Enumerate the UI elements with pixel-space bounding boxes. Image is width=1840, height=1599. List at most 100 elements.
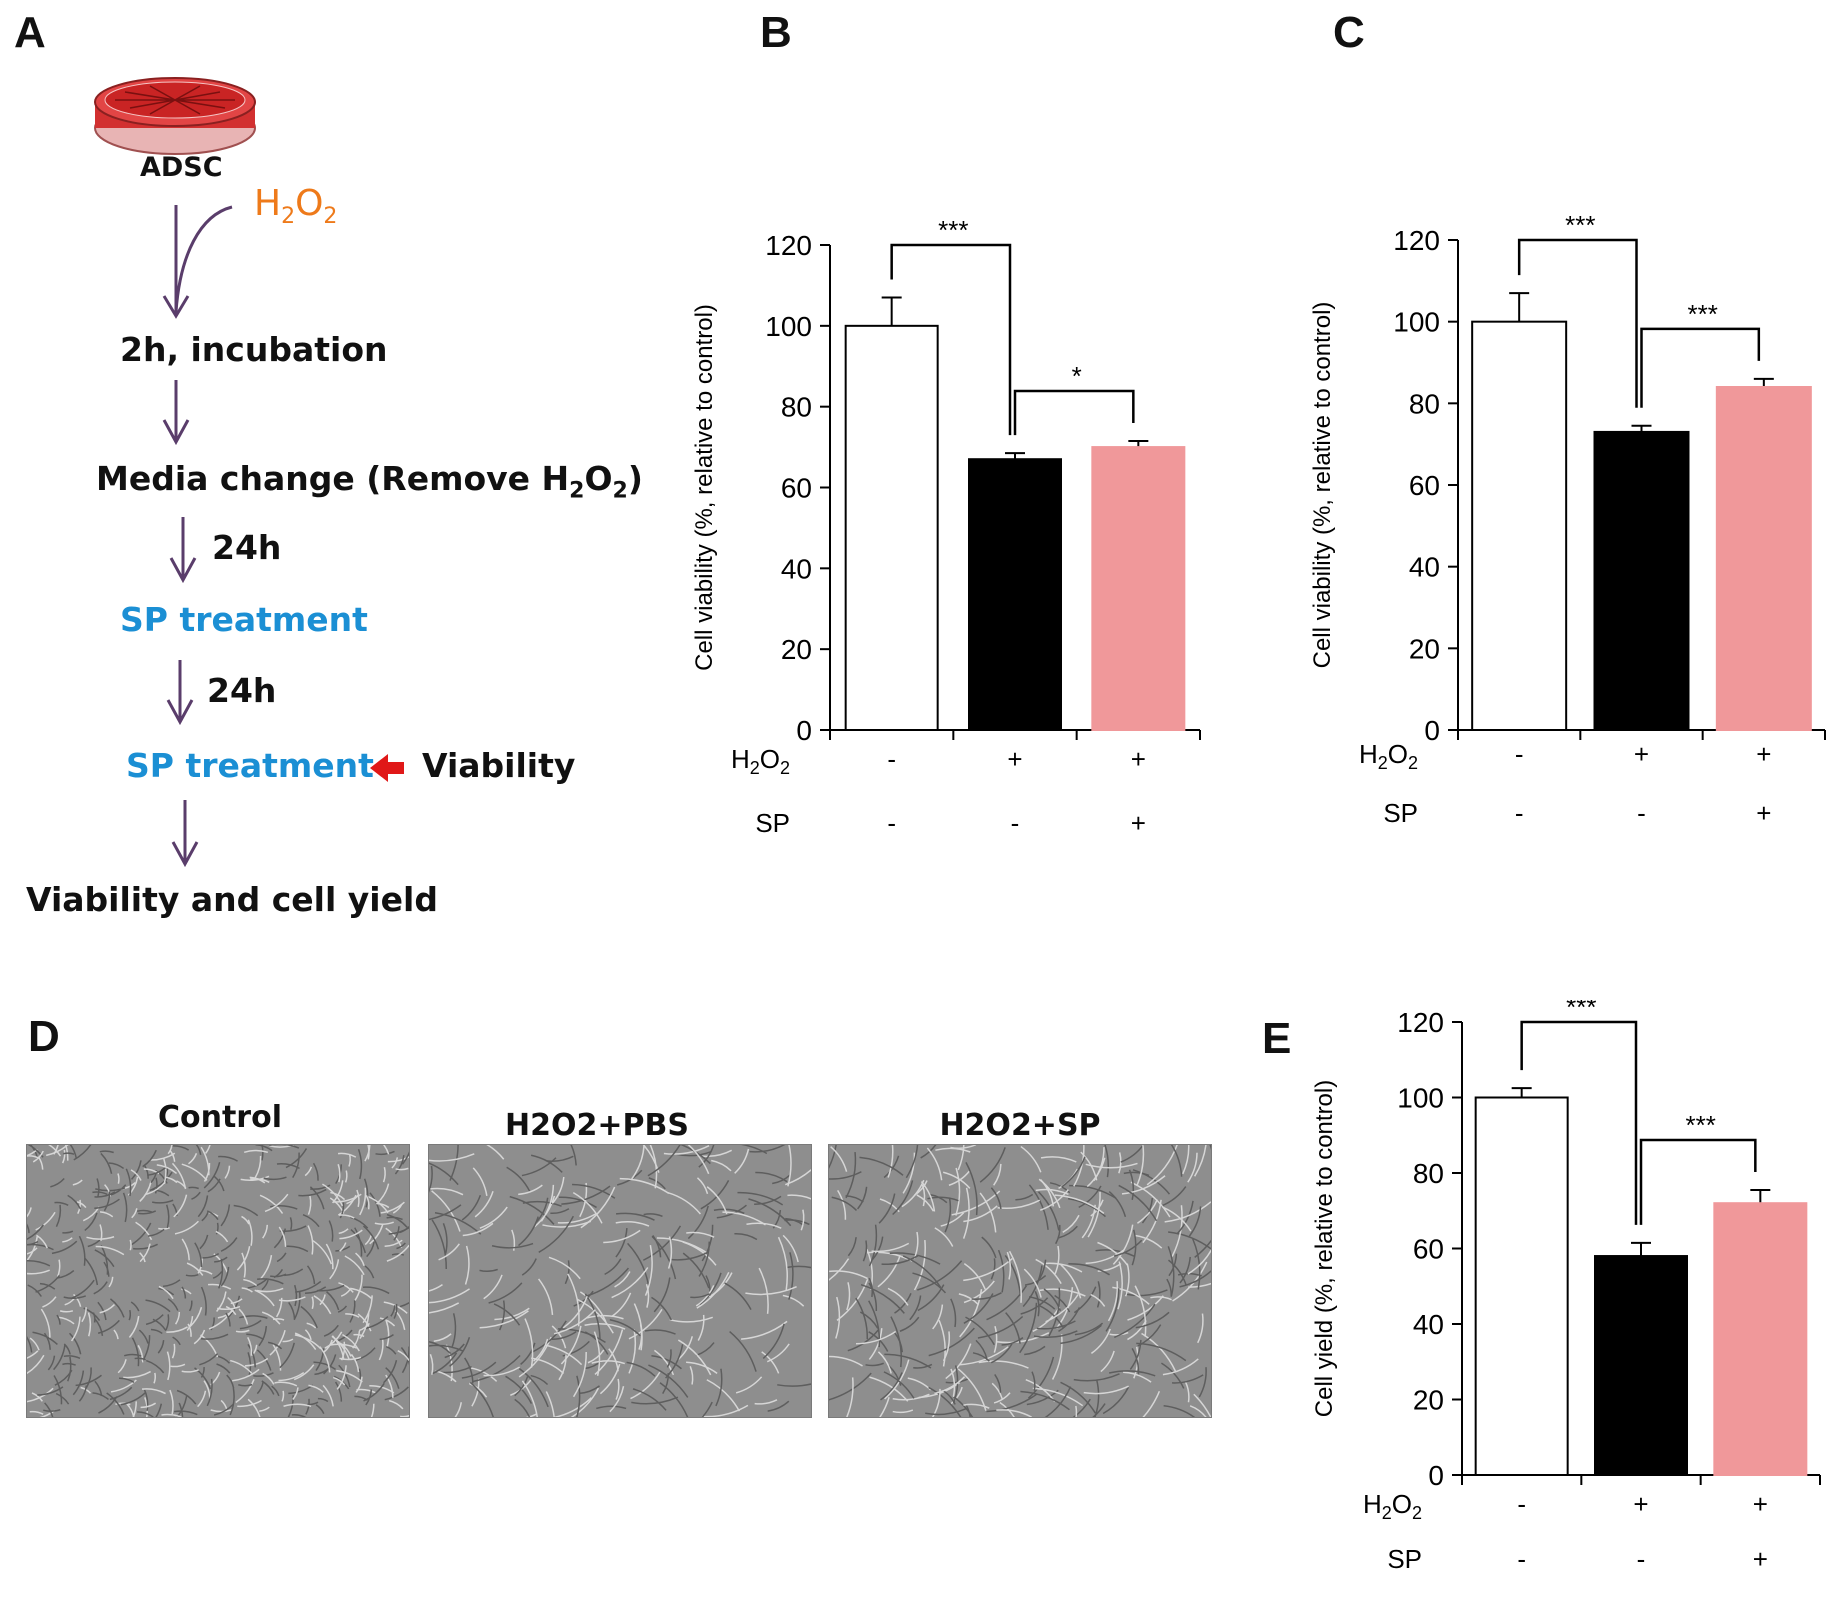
cell-shape [676, 1150, 712, 1157]
cell-shape [336, 1369, 363, 1383]
cell-shape [1123, 1171, 1150, 1177]
cell-shape [1085, 1249, 1125, 1265]
cell-shape [1033, 1330, 1078, 1338]
cell-shape [337, 1164, 341, 1183]
y-tick-label: 80 [1413, 1158, 1444, 1189]
cell-shape [1061, 1156, 1086, 1188]
cell-shape [701, 1404, 749, 1417]
cell-shape [787, 1194, 811, 1200]
cell-shape [278, 1371, 305, 1382]
adsc-label: ADSC [140, 152, 223, 183]
y-tick-label: 100 [765, 311, 812, 342]
cell-shape [336, 1365, 347, 1390]
cell-shape [518, 1184, 543, 1196]
cell-shape [1123, 1371, 1152, 1383]
cell-shape [1073, 1286, 1097, 1314]
cell-shape [57, 1269, 75, 1279]
cell-shape [385, 1320, 390, 1347]
cell-shape [243, 1149, 269, 1154]
red-arrow-icon [370, 754, 404, 782]
cell-shape [451, 1313, 457, 1347]
cell-shape [905, 1145, 919, 1179]
cell-shape [63, 1343, 71, 1355]
cell-shape [241, 1215, 250, 1225]
cell-shape [92, 1191, 108, 1196]
panel-label-e: E [1262, 1014, 1292, 1063]
panel-label-a: A [14, 8, 46, 57]
cell-shape [1161, 1362, 1185, 1389]
cell-shape [348, 1153, 351, 1167]
cell-shape [313, 1361, 336, 1370]
cell-shape [483, 1274, 503, 1300]
cell-shape [329, 1259, 340, 1280]
cell-shape [520, 1342, 536, 1365]
cell-shape [134, 1357, 146, 1361]
cell-shape [1166, 1278, 1173, 1297]
cell-shape [431, 1190, 461, 1232]
cell-shape [659, 1382, 689, 1417]
cell-shape [142, 1149, 157, 1168]
cell-shape [253, 1372, 274, 1377]
cell-shape [1086, 1157, 1106, 1188]
cell-shape [1112, 1286, 1150, 1305]
cell-shape [1024, 1345, 1046, 1356]
cell-shape [1209, 1145, 1211, 1151]
cell-shape [307, 1195, 312, 1215]
cell-shape [239, 1315, 268, 1319]
cell-shape [64, 1298, 75, 1306]
cell-shape [305, 1398, 310, 1415]
cell-shape [1108, 1190, 1127, 1218]
cell-shape [220, 1237, 238, 1252]
cell-shape [619, 1177, 670, 1195]
significance-bracket [1517, 238, 1638, 408]
cell-shape [54, 1201, 69, 1207]
cell-shape [356, 1189, 360, 1208]
cell-shape [143, 1164, 149, 1179]
cell-shape [59, 1310, 74, 1313]
cell-shape [213, 1175, 225, 1192]
y-tick-label: 60 [1413, 1234, 1444, 1265]
cell-shape [847, 1329, 879, 1352]
cell-shape [152, 1318, 167, 1332]
cell-shape [524, 1318, 534, 1368]
cell-shape [355, 1347, 376, 1361]
cell-shape [1054, 1194, 1105, 1214]
cell-shape [226, 1374, 235, 1389]
cell-shape [46, 1145, 69, 1157]
cell-shape [385, 1367, 400, 1389]
cell-shape [591, 1360, 626, 1365]
cell-shape [123, 1353, 142, 1357]
cell-shape [389, 1399, 404, 1410]
cell-shape [173, 1410, 198, 1416]
cell-shape [890, 1316, 902, 1368]
cell-shape [352, 1330, 361, 1349]
chart-b: 0 20 40 60 80 100 120 Cell viability (%, relati… [691, 220, 1201, 838]
cell-shape [307, 1401, 319, 1406]
cell-shape [337, 1152, 357, 1158]
cell-shape [429, 1288, 470, 1304]
cell-shape [938, 1319, 946, 1367]
cell-shape [978, 1360, 1029, 1369]
cell-shape [203, 1162, 221, 1189]
cell-shape [1193, 1393, 1211, 1417]
flow-arrows [162, 205, 404, 868]
cell-shape [390, 1305, 396, 1317]
cell-shape [665, 1344, 684, 1379]
cell-shape [281, 1390, 285, 1402]
cell-shape [170, 1363, 186, 1368]
cell-shape [877, 1255, 901, 1288]
cell-shape [909, 1295, 922, 1321]
cell-shape [276, 1163, 300, 1170]
cell-shape [1037, 1191, 1060, 1231]
cell-shape [1120, 1145, 1145, 1163]
cell-shape [169, 1389, 174, 1415]
cell-shape [551, 1325, 567, 1349]
cell-shape [193, 1329, 206, 1345]
micrograph-h2o2-sp [828, 1144, 1212, 1418]
cell-shape [713, 1208, 745, 1215]
cell-shape [1027, 1356, 1055, 1399]
cell-shape [273, 1228, 287, 1249]
cell-shape [386, 1244, 409, 1262]
h2o2-label: H2O2 [254, 183, 338, 230]
y-tick-label: 20 [781, 634, 812, 665]
